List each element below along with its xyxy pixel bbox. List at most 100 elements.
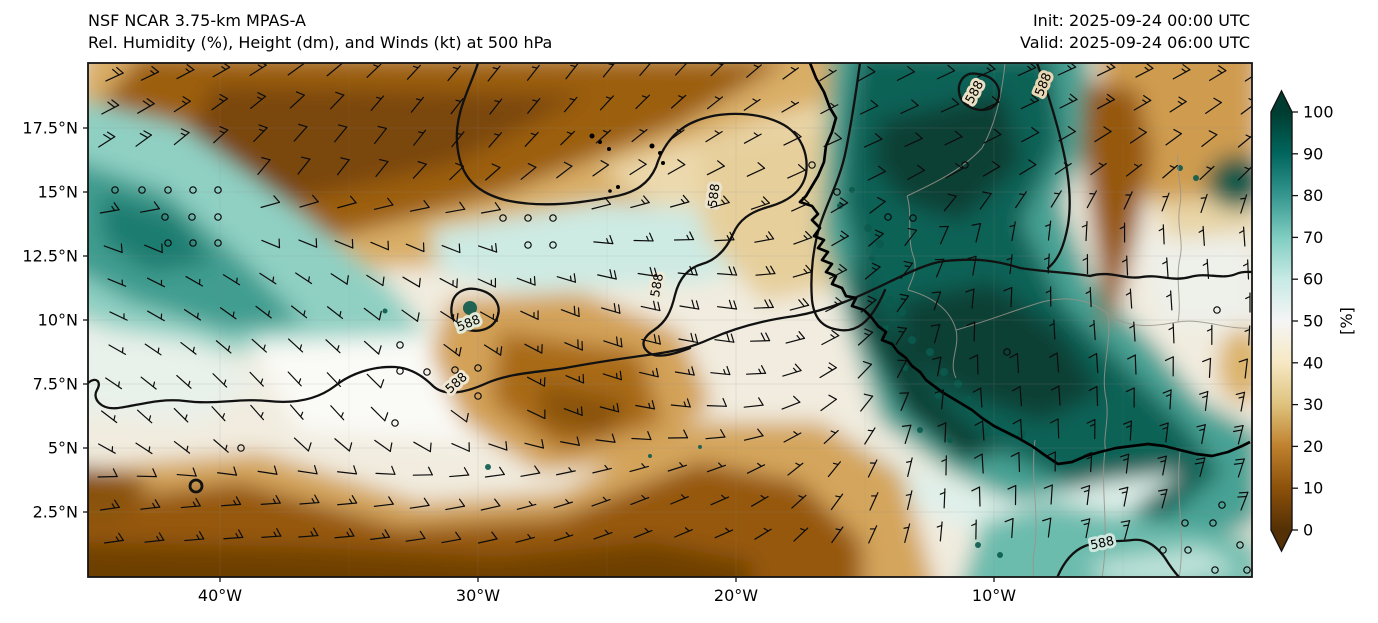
wind-barb-staff [99,506,120,511]
wind-barb-staff [99,209,120,214]
wind-barb-half [1126,424,1132,428]
wind-barb-full [1195,457,1206,461]
wind-barb-staff [819,367,837,379]
wind-barb-full [351,495,358,504]
wind-barb-staff [857,331,874,346]
wind-barb [939,488,946,509]
y-axis-ticks: 17.5°N 15°N 12.5°N 10°N 7.5°N 5°N 2.5°N [22,119,88,522]
wind-barb-staff [409,206,430,212]
wind-barb-staff [630,201,650,209]
wind-barb-full [863,393,874,397]
calm-circle [524,241,532,249]
wind-barb-staff [706,165,725,176]
wind-barb [1135,63,1154,78]
wind-barb-full [1248,98,1252,101]
wind-barb [869,492,879,511]
wind-barb-staff [743,435,764,441]
wind-barb-half [641,494,647,500]
wind-barb-half [1144,66,1150,72]
wind-barb-full [158,532,165,541]
wind-barb-staff [139,208,160,213]
wind-barb-full [455,162,465,167]
wind-barb-staff [1165,422,1169,443]
wind-barb [820,102,839,115]
wind-barb-half [1198,229,1204,233]
wind-barb-half [566,131,573,135]
wind-barb-half [452,314,455,321]
wind-barb-staff [140,506,161,510]
wind-barb [827,461,841,478]
wind-barb-full [878,165,886,173]
wind-barb-full [573,273,577,283]
wind-barb-half [569,275,572,282]
wind-barb [144,343,162,356]
wind-barb-staff [1021,132,1040,143]
wind-barb-half [641,95,648,99]
wind-barb-staff [896,359,907,378]
wind-barb-half [531,66,538,69]
wind-barb-staff [363,340,380,355]
high-rh-speck [698,445,702,449]
wind-barb-full [729,231,735,241]
wind-barb [564,339,583,351]
wind-barb-half [803,235,809,240]
wind-barb-full [463,467,470,476]
wind-barb [336,157,350,176]
wind-barb-half [311,498,316,504]
wind-barb [717,266,738,276]
wind-barb-full [1178,96,1187,103]
wind-barb-half [652,370,655,377]
wind-barb-staff [477,278,497,288]
wind-barb [633,527,653,539]
colorbar-tick-label: 90 [1303,144,1323,163]
wind-barb-staff [1095,353,1099,374]
wind-barb [821,329,840,346]
wind-barb-full [423,199,430,208]
wind-barb [401,309,420,322]
wind-barb [755,265,776,276]
wind-barb-staff [1097,98,1115,110]
wind-barb-full [768,231,775,240]
wind-barb [406,64,421,80]
wind-barb [260,195,281,208]
wind-barb-full [417,161,427,165]
wind-barb-staff [560,441,580,446]
wind-barb-full [577,307,580,318]
wind-barb-full [613,270,617,280]
wind-barb-half [300,411,304,418]
wind-barb-full [458,498,466,507]
wind-barb-staff [787,169,806,179]
wind-barb [785,331,806,344]
wind-barb-staff [670,404,691,408]
wind-barb [249,371,264,387]
wind-barb-half [1119,225,1126,230]
wind-barb [635,400,656,410]
wind-barb-full [1106,93,1115,101]
wind-barb-full [534,465,541,474]
wind-barb-half [714,96,721,100]
wind-barb-full [651,400,656,410]
wind-barb [714,332,735,343]
wind-barb-staff [1172,323,1175,344]
wind-barb-full [798,331,806,339]
wind-barb-half [723,368,726,375]
wind-barb-full [419,530,426,540]
wind-barb [293,123,308,142]
wind-barb-full [951,97,960,105]
wind-barb-half [569,98,576,101]
wind-barb-full [695,300,700,310]
calm-circle [961,161,969,169]
wind-barb [363,307,382,321]
wind-barb-full [728,299,733,310]
wind-barb-staff [754,238,775,243]
wind-barb-full [802,298,810,306]
wind-barb-staff [299,501,320,505]
wind-barb-full [491,163,501,169]
wind-barb [1209,65,1227,81]
wind-barb-staff [1244,75,1252,82]
wind-barb-staff [480,505,501,511]
wind-barb-half [1123,524,1130,527]
wind-barb-staff [1019,386,1023,407]
wind-barb-full [1119,453,1130,458]
wind-barb-staff [601,307,621,314]
